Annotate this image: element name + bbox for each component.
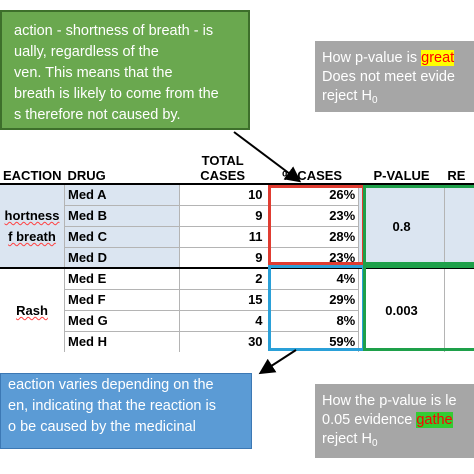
- header-drug: DRUG: [64, 144, 180, 185]
- drug-cell: Med H: [64, 330, 181, 352]
- green-callout: action - shortness of breath - is ually,…: [0, 10, 250, 130]
- total-cell: 15: [179, 288, 266, 310]
- p-value-less-note: How the p-value is le 0.05 evidence gath…: [315, 384, 474, 458]
- pvalue-highlight-box-green: [363, 265, 474, 351]
- total-cell: 9: [179, 204, 266, 226]
- reaction-drug-table: EACTION DRUG TOTAL CASES % CASES P-VALUE…: [0, 144, 474, 352]
- header-p-value: P-VALUE: [358, 144, 445, 185]
- gray-bottom-line1: How the p-value is le: [322, 393, 457, 409]
- drug-cell: Med G: [64, 309, 181, 331]
- gray-bottom-line3-prefix: reject H: [322, 431, 372, 447]
- gray-bottom-line2: 0.05 evidence gathe: [322, 411, 474, 430]
- table-row: Med H 30 59%: [0, 330, 474, 352]
- highlight-gathe: gathe: [416, 412, 453, 428]
- reaction-label-line2: f breath: [8, 229, 56, 244]
- total-cell: 10: [179, 183, 266, 205]
- pct-cell: 8%: [265, 309, 359, 331]
- gray-top-line3: reject H0: [322, 87, 474, 110]
- arrow-from-blue-box: [258, 349, 297, 375]
- total-cell: 2: [179, 267, 266, 289]
- reaction-shortness-of-breath: hortness f breath: [0, 183, 65, 268]
- result-cell: [443, 183, 474, 268]
- green-callout-line: ven. This means that the: [14, 65, 173, 81]
- green-callout-line: ually, regardless of the: [14, 44, 159, 60]
- gray-top-line2: Does not meet evide: [322, 69, 455, 85]
- blue-callout: eaction varies depending on the en, indi…: [0, 373, 252, 449]
- reaction-rash: Rash: [0, 267, 65, 352]
- header-total-cases: TOTAL CASES: [179, 144, 266, 185]
- total-cell: 11: [179, 225, 266, 247]
- drug-cell: Med F: [64, 288, 181, 310]
- subscript-zero: 0: [371, 95, 378, 106]
- reaction-label-line1: hortness: [4, 208, 60, 223]
- pct-cell: 23%: [265, 204, 359, 226]
- total-cell: 9: [179, 246, 266, 268]
- pct-cell: 26%: [265, 183, 359, 205]
- table-row: Rash Med E 2 4% 0.003: [0, 267, 474, 352]
- pct-cell: 28%: [265, 225, 359, 247]
- blue-callout-line: en, indicating that the reaction is: [8, 398, 216, 414]
- table-row: Med C 11 28%: [0, 225, 474, 247]
- p-value-cell: 0.003: [358, 267, 445, 352]
- highlight-great: great: [421, 50, 455, 66]
- result-cell: [443, 267, 474, 352]
- reaction-label-rash: Rash: [16, 303, 48, 318]
- drug-cell: Med B: [64, 204, 181, 226]
- p-value-cell: 0.8: [358, 183, 445, 268]
- pct-cell: 59%: [265, 330, 359, 352]
- pct-cell: 29%: [265, 288, 359, 310]
- table-row: Med F 15 29%: [0, 288, 474, 310]
- green-callout-line: action - shortness of breath - is: [14, 23, 214, 39]
- green-callout-line: s therefore not caused by.: [14, 107, 181, 123]
- green-callout-line: breath is likely to come from the: [14, 86, 219, 102]
- drug-cell: Med C: [64, 225, 181, 247]
- gray-bottom-line3: reject H0: [322, 430, 474, 453]
- table-row: hortness f breath Med A 10 26% 0.8: [0, 183, 474, 268]
- total-cell: 30: [179, 330, 266, 352]
- table-row: Med G 4 8%: [0, 309, 474, 331]
- table-row: Med B 9 23%: [0, 204, 474, 226]
- header-result: RE: [444, 144, 474, 185]
- gray-bottom-line2-prefix: 0.05 evidence: [322, 412, 417, 428]
- gray-top-line1-prefix: How p-value is: [322, 50, 422, 66]
- header-reaction: EACTION: [0, 144, 65, 185]
- gray-top-line1: How p-value is great: [322, 49, 474, 68]
- drug-cell: Med A: [64, 183, 181, 205]
- pct-cell: 4%: [265, 267, 359, 289]
- subscript-zero: 0: [371, 438, 378, 449]
- pvalue-highlight-box-green: [363, 185, 474, 265]
- p-value-greater-note: How p-value is great Does not meet evide…: [315, 41, 474, 112]
- header-total-line2: CASES: [200, 168, 246, 183]
- arrow-to-red-box: [233, 131, 302, 183]
- drug-cell: Med E: [64, 267, 181, 289]
- header-total-line1: TOTAL: [201, 153, 244, 168]
- gray-top-line3-prefix: reject H: [322, 88, 372, 104]
- blue-callout-line: eaction varies depending on the: [8, 377, 214, 393]
- total-cell: 4: [179, 309, 266, 331]
- drug-cell: Med D: [64, 246, 181, 268]
- blue-callout-line: o be caused by the medicinal: [8, 419, 196, 435]
